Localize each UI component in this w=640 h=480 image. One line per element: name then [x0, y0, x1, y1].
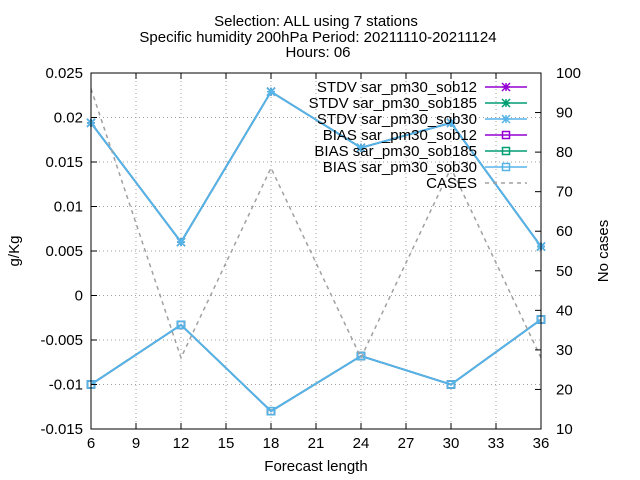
y2-tick-label: 30	[556, 342, 573, 359]
x-tick-label: 24	[353, 435, 370, 452]
legend-label: BIAS sar_pm30_sob185	[314, 143, 477, 160]
y2-tick-label: 10	[556, 421, 573, 438]
x-tick-label: 21	[308, 435, 325, 452]
title-line-1: Selection: ALL using 7 stations	[214, 13, 418, 30]
y2-axis-label: No cases	[595, 220, 612, 283]
data-point	[501, 130, 511, 140]
y-tick-label: 0.025	[45, 65, 83, 82]
data-point	[356, 143, 366, 153]
y-tick-label: -0.01	[49, 377, 83, 394]
y-tick-label: 0.015	[45, 154, 83, 171]
legend-label: STDV sar_pm30_sob30	[317, 111, 477, 128]
x-axis-ticks: 6 9 12 15 18 21 24 27 30 33 36	[87, 73, 550, 452]
legend-label: CASES	[426, 175, 477, 192]
x-tick-label: 18	[263, 435, 280, 452]
legend-label: STDV sar_pm30_sob12	[317, 79, 477, 96]
y-tick-label: 0.005	[45, 243, 83, 260]
title-line-2: Specific humidity 200hPa Period: 2021111…	[139, 29, 496, 46]
x-tick-label: 30	[443, 435, 460, 452]
legend-item: STDV sar_pm30_sob12	[317, 79, 527, 96]
y2-tick-label: 70	[556, 184, 573, 201]
y-axis-label: g/Kg	[6, 236, 23, 267]
data-point	[266, 406, 276, 416]
y2-tick-label: 80	[556, 144, 573, 161]
x-tick-label: 12	[173, 435, 190, 452]
y2-tick-label: 90	[556, 105, 573, 122]
data-point	[501, 114, 511, 124]
y-tick-label: 0.01	[54, 199, 83, 216]
x-tick-label: 6	[87, 435, 95, 452]
series-line	[90, 90, 542, 248]
x-tick-label: 9	[132, 435, 140, 452]
legend-item: BIAS sar_pm30_sob12	[323, 127, 527, 144]
legend-item: BIAS sar_pm30_sob30	[323, 159, 527, 176]
data-point	[446, 380, 456, 389]
legend-item: BIAS sar_pm30_sob185	[314, 143, 527, 160]
legend-item: STDV sar_pm30_sob185	[309, 95, 527, 112]
x-axis-label: Forecast length	[264, 458, 367, 475]
legend-label: BIAS sar_pm30_sob30	[323, 159, 477, 176]
grid	[91, 73, 541, 429]
y2-tick-label: 50	[556, 263, 573, 280]
y-tick-label: -0.005	[40, 332, 83, 349]
y2-tick-label: 20	[556, 381, 573, 398]
series-line	[90, 318, 542, 413]
y2-axis-ticks: 10 20 30 40 50 60 70 80 90 100	[535, 65, 581, 438]
title-line-3: Hours: 06	[285, 44, 350, 61]
legend-item: CASES	[426, 175, 527, 192]
y2-tick-label: 40	[556, 302, 573, 319]
legend-label: BIAS sar_pm30_sob12	[323, 127, 477, 144]
y2-tick-label: 60	[556, 223, 573, 240]
data-point	[356, 351, 366, 361]
series-layer	[86, 87, 546, 416]
y-tick-label: -0.015	[40, 421, 83, 438]
data-point	[266, 87, 276, 97]
x-tick-label: 15	[218, 435, 235, 452]
data-point	[176, 237, 186, 247]
data-point	[501, 98, 511, 108]
chart-title: Selection: ALL using 7 stations Specific…	[139, 13, 496, 61]
data-point	[501, 146, 511, 156]
y2-tick-label: 100	[556, 65, 581, 82]
x-tick-label: 33	[488, 435, 505, 452]
x-tick-label: 27	[398, 435, 415, 452]
data-point	[446, 118, 456, 128]
data-point	[176, 320, 186, 330]
y-tick-label: 0.02	[54, 110, 83, 127]
x-tick-label: 36	[533, 435, 550, 452]
y-tick-label: 0	[75, 288, 83, 305]
legend-label: STDV sar_pm30_sob185	[309, 95, 477, 112]
legend-item: STDV sar_pm30_sob30	[317, 111, 527, 128]
data-point	[501, 82, 511, 92]
y-axis-ticks: -0.015 -0.01 -0.005 0 0.005 0.01 0.015 0.02 0.02…	[40, 65, 97, 438]
data-point	[501, 162, 511, 172]
